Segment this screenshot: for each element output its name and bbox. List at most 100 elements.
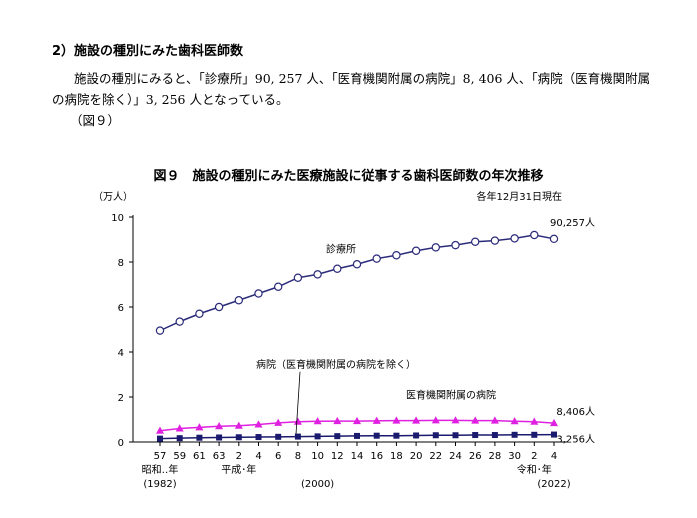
x-tick-label: 22 — [429, 451, 442, 462]
data-point — [510, 234, 519, 243]
era-label: 令和･年 — [517, 463, 552, 476]
y-axis-unit: （万人） — [93, 191, 133, 203]
data-point — [255, 434, 262, 441]
x-tick-label: 2 — [236, 451, 242, 462]
data-point — [530, 417, 539, 425]
paragraph-line-2: の病院を除く）」3, 256 人となっている。 — [52, 92, 289, 107]
data-point — [333, 416, 342, 425]
year-label: (1982) — [143, 479, 176, 490]
data-point — [551, 431, 557, 438]
y-tick-label: 4 — [118, 348, 124, 359]
data-point — [334, 433, 341, 440]
series-name-label: 医育機関附属の病院 — [406, 389, 496, 402]
y-tick-label: 10 — [111, 213, 124, 224]
section-heading: 2）施設の種別にみた歯科医師数 — [52, 44, 244, 59]
data-point — [549, 234, 559, 244]
data-point — [412, 416, 421, 424]
data-point — [155, 326, 165, 335]
data-point — [352, 260, 362, 269]
data-point — [372, 254, 381, 263]
y-tick-label: 6 — [118, 303, 124, 314]
year-label: (2022) — [537, 479, 570, 490]
x-tick-label: 57 — [154, 451, 167, 462]
y-tick-label: 0 — [118, 438, 124, 449]
data-point — [472, 432, 479, 439]
data-point — [531, 431, 538, 438]
data-point — [392, 416, 401, 424]
data-point — [175, 317, 184, 326]
data-point — [235, 434, 242, 441]
callout-line — [295, 371, 301, 435]
data-point — [413, 432, 420, 439]
data-point — [431, 416, 440, 424]
data-point — [431, 243, 440, 252]
x-tick-label: 26 — [469, 451, 482, 462]
chart-title: 図９ 施設の種別にみた医療施設に従事する歯科医師数の年次推移 — [153, 169, 544, 184]
data-point — [293, 417, 302, 425]
data-point — [176, 435, 183, 442]
data-point — [471, 237, 480, 246]
era-label: 昭和‥年 — [142, 463, 179, 476]
data-point — [511, 431, 518, 438]
data-point — [392, 251, 401, 260]
data-point — [215, 422, 224, 430]
x-tick-label: 10 — [311, 451, 324, 462]
data-point — [451, 416, 460, 424]
body-paragraph: 施設の種別にみると、「診療所」90, 257 人、「医育機関附属の病院」8, 4… — [52, 68, 677, 131]
data-point — [214, 302, 224, 312]
data-point — [157, 435, 163, 442]
end-value-label: 8,406人 — [556, 406, 595, 418]
x-tick-label: 59 — [173, 451, 186, 462]
data-point — [530, 230, 539, 240]
x-tick-label: 20 — [410, 451, 423, 462]
data-point — [216, 434, 223, 441]
data-point — [254, 289, 263, 298]
x-tick-label: 61 — [193, 451, 206, 462]
series-line — [159, 234, 555, 332]
series-name-label: 診療所 — [326, 242, 356, 255]
data-point — [294, 433, 301, 440]
data-point — [432, 432, 439, 439]
x-tick-label: 2 — [531, 451, 537, 462]
data-point — [510, 417, 519, 425]
data-point — [452, 432, 459, 439]
data-point — [372, 416, 381, 424]
end-value-label: 3,256人 — [556, 434, 595, 446]
data-point — [490, 416, 499, 424]
data-point — [550, 418, 558, 427]
x-tick-label: 8 — [295, 451, 301, 462]
data-point — [156, 426, 164, 434]
x-tick-label: 28 — [489, 451, 502, 462]
data-point — [354, 432, 360, 439]
data-point — [490, 236, 500, 245]
x-tick-label: 4 — [551, 451, 557, 462]
x-tick-label: 6 — [275, 451, 281, 462]
paragraph-line-1: 施設の種別にみると、「診療所」90, 257 人、「医育機関附属の病院」8, 4… — [74, 71, 651, 86]
data-point — [393, 432, 400, 439]
era-label: 平成･年 — [221, 463, 256, 476]
data-point — [275, 433, 282, 440]
date-note: 各年12月31日現在 — [477, 190, 562, 203]
x-tick-label: 30 — [508, 451, 521, 462]
data-point — [254, 420, 263, 428]
series-name-label: 病院（医育機関附属の病院を除く） — [256, 358, 416, 371]
data-point — [175, 424, 184, 432]
data-point — [234, 421, 243, 429]
figure-reference: （図９） — [70, 113, 121, 128]
data-point — [451, 240, 460, 250]
x-tick-label: 63 — [213, 451, 226, 462]
data-point — [471, 416, 480, 424]
data-point — [313, 270, 322, 279]
data-point — [314, 433, 321, 440]
data-point — [313, 417, 322, 425]
data-point — [293, 273, 303, 282]
data-point — [234, 296, 243, 305]
data-point — [274, 282, 283, 291]
x-tick-label: 24 — [449, 451, 462, 462]
data-point — [353, 416, 361, 425]
data-point — [196, 434, 203, 441]
x-tick-label: 12 — [331, 451, 344, 462]
x-tick-label: 4 — [255, 451, 261, 462]
data-point — [274, 418, 283, 426]
